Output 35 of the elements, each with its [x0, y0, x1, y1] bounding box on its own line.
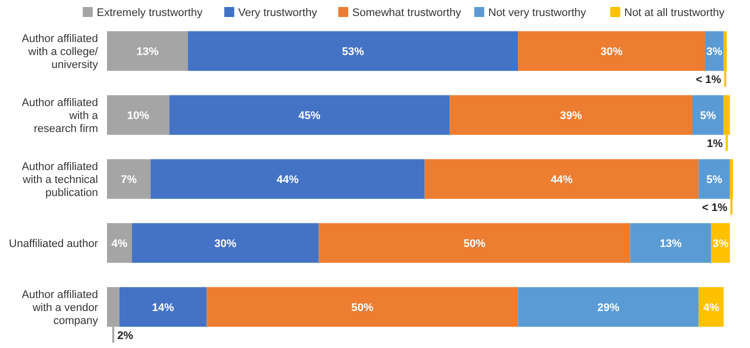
data-label: 13% — [660, 238, 682, 250]
data-label: 2% — [117, 330, 134, 342]
legend-label: Very trustworthy — [238, 6, 318, 19]
y-tick-label: Unaffiliated author — [8, 238, 98, 250]
legend-label: Not at all trustworthy — [624, 6, 726, 19]
data-label: 53% — [342, 46, 364, 58]
y-tick-label: Author affiliated with a college/ university — [22, 32, 99, 71]
data-label: 50% — [463, 238, 486, 250]
data-label: 30% — [600, 46, 623, 58]
legend-label: Somewhat trustworthy — [352, 6, 462, 19]
data-label: 30% — [214, 238, 237, 250]
data-label: 4% — [703, 302, 720, 314]
y-tick-label: Author affiliated with a vendor company — [22, 288, 98, 327]
data-label: 13% — [136, 46, 159, 58]
y-tick-label: Author affiliated with a technical publication — [22, 160, 98, 199]
data-label: 5% — [706, 174, 722, 186]
data-label: < 1% — [696, 74, 722, 86]
data-label: 39% — [560, 110, 582, 122]
data-label: 50% — [351, 302, 374, 314]
data-label: < 1% — [702, 202, 728, 214]
data-label: 14% — [152, 302, 174, 314]
data-label: 45% — [298, 110, 321, 122]
y-tick-label: Author affiliated with a research firm — [22, 96, 99, 135]
data-label: 3% — [706, 46, 722, 58]
data-label: 7% — [120, 174, 137, 186]
data-label: 4% — [112, 238, 128, 250]
data-label: 5% — [700, 110, 716, 122]
data-label: 3% — [712, 238, 729, 250]
legend-label: Extremely trustworthy — [96, 6, 203, 19]
data-label: 29% — [597, 302, 620, 314]
data-label: 1% — [706, 138, 723, 150]
data-label: 44% — [276, 174, 299, 186]
data-label: 10% — [127, 110, 150, 122]
legend-label: Not very trustworthy — [488, 6, 587, 19]
data-label: 44% — [550, 174, 573, 186]
